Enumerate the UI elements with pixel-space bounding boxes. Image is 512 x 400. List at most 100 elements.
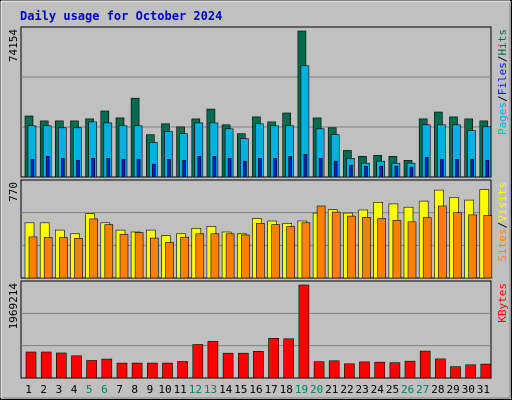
bar-pages-day-2 bbox=[45, 156, 50, 178]
bar-kbytes-day-4 bbox=[71, 355, 82, 379]
legend-visits-sites: Sites/Visits bbox=[496, 182, 509, 262]
x-tick-label-day-27: 27 bbox=[416, 383, 429, 396]
bar-kbytes-day-24 bbox=[374, 361, 386, 379]
bar-kbytes-day-25 bbox=[389, 362, 401, 379]
bar-kbytes-day-2 bbox=[40, 351, 52, 379]
x-tick-label-day-13: 13 bbox=[204, 383, 217, 396]
x-tick-label-day-20: 20 bbox=[310, 383, 323, 396]
bar-kbytes-day-6 bbox=[101, 358, 113, 379]
bar-sites-day-15 bbox=[241, 234, 250, 279]
x-tick-label-day-26: 26 bbox=[401, 383, 414, 396]
bar-sites-day-11 bbox=[180, 236, 189, 279]
bar-sites-day-3 bbox=[58, 237, 68, 279]
bar-sites-day-19 bbox=[301, 222, 311, 279]
bar-sites-day-1 bbox=[28, 236, 38, 279]
bar-sites-day-29 bbox=[453, 212, 462, 279]
x-tick-label-day-2: 2 bbox=[40, 383, 47, 396]
legend-hits-files-pages: Pages/Files/Hits bbox=[496, 29, 509, 135]
bar-kbytes-day-27 bbox=[419, 350, 431, 379]
bar-kbytes-day-9 bbox=[147, 362, 158, 379]
bar-sites-day-9 bbox=[150, 237, 159, 279]
legend-entry: KBytes bbox=[496, 283, 509, 323]
bar-kbytes-day-7 bbox=[116, 362, 128, 379]
bar-kbytes-day-30 bbox=[465, 364, 477, 379]
x-tick-label-day-12: 12 bbox=[189, 383, 202, 396]
x-tick-label-day-9: 9 bbox=[147, 383, 154, 396]
bar-kbytes-day-13 bbox=[207, 341, 219, 379]
bar-sites-day-22 bbox=[347, 215, 356, 279]
bar-kbytes-day-28 bbox=[435, 358, 446, 379]
bar-kbytes-day-14 bbox=[222, 352, 234, 379]
bar-pages-day-19 bbox=[303, 154, 308, 178]
bar-pages-day-4 bbox=[76, 160, 80, 178]
bar-kbytes-day-18 bbox=[283, 338, 295, 379]
legend-entry: / bbox=[496, 95, 509, 102]
bar-sites-day-16 bbox=[256, 223, 265, 279]
bar-sites-day-2 bbox=[43, 237, 53, 279]
x-tick-label-day-24: 24 bbox=[371, 383, 385, 396]
x-tick-label-day-4: 4 bbox=[71, 383, 78, 396]
legend-entry: Files bbox=[496, 62, 509, 95]
bar-kbytes-day-21 bbox=[328, 360, 340, 379]
x-tick-label-day-22: 22 bbox=[340, 383, 353, 396]
x-tick-label-day-8: 8 bbox=[131, 383, 138, 396]
x-tick-label-day-6: 6 bbox=[101, 383, 108, 396]
x-tick-label-day-18: 18 bbox=[280, 383, 293, 396]
bar-pages-day-9 bbox=[152, 163, 156, 178]
bar-pages-day-26 bbox=[409, 166, 414, 178]
bar-sites-day-10 bbox=[165, 242, 174, 279]
bar-sites-day-6 bbox=[104, 224, 114, 279]
bar-kbytes-day-20 bbox=[313, 361, 325, 379]
bar-kbytes-day-17 bbox=[268, 337, 279, 379]
x-tick-label-day-21: 21 bbox=[325, 383, 338, 396]
bar-kbytes-day-1 bbox=[25, 351, 37, 379]
bar-kbytes-day-11 bbox=[177, 361, 188, 379]
bar-kbytes-day-23 bbox=[359, 361, 370, 379]
bar-sites-day-21 bbox=[331, 211, 341, 279]
bar-sites-day-28 bbox=[438, 205, 447, 279]
bar-pages-day-11 bbox=[182, 160, 186, 178]
bar-pages-day-24 bbox=[379, 165, 384, 178]
bar-kbytes-day-10 bbox=[162, 362, 173, 379]
bar-sites-day-27 bbox=[422, 217, 432, 279]
x-tick-label-day-15: 15 bbox=[234, 383, 247, 396]
legend-entry: Pages bbox=[496, 102, 509, 135]
x-tick-label-day-10: 10 bbox=[158, 383, 171, 396]
bar-pages-day-17 bbox=[273, 158, 277, 178]
bar-pages-day-12 bbox=[197, 156, 202, 178]
legend-entry: Sites bbox=[496, 228, 509, 261]
bar-sites-day-23 bbox=[362, 217, 371, 279]
legend-kbytes: KBytes bbox=[496, 283, 509, 323]
x-tick-label-day-29: 29 bbox=[446, 383, 459, 396]
bar-kbytes-day-15 bbox=[238, 352, 249, 379]
bar-pages-day-6 bbox=[106, 158, 111, 178]
legend-entry: Visits bbox=[496, 182, 509, 222]
bar-pages-day-15 bbox=[243, 160, 247, 178]
bar-sites-day-17 bbox=[271, 224, 280, 279]
bar-pages-day-29 bbox=[455, 159, 459, 178]
x-tick-label-day-7: 7 bbox=[116, 383, 123, 396]
bar-sites-day-14 bbox=[225, 233, 235, 279]
bar-pages-day-13 bbox=[212, 156, 217, 178]
bar-sites-day-4 bbox=[74, 238, 83, 279]
bar-sites-day-18 bbox=[286, 226, 296, 279]
bar-sites-day-25 bbox=[392, 220, 402, 279]
x-tick-label-day-25: 25 bbox=[386, 383, 399, 396]
x-tick-label-day-1: 1 bbox=[25, 383, 32, 396]
y-max-label-hits-files-pages: 74154 bbox=[7, 29, 20, 62]
bar-sites-day-8 bbox=[134, 232, 144, 279]
y-max-label-kbytes: 1969214 bbox=[7, 283, 20, 330]
legend-entry: Hits bbox=[496, 29, 509, 56]
bar-pages-day-5 bbox=[91, 158, 95, 178]
bar-kbytes-day-26 bbox=[404, 360, 416, 379]
bar-pages-day-28 bbox=[440, 159, 444, 178]
bar-pages-day-10 bbox=[167, 159, 171, 178]
bar-pages-day-3 bbox=[60, 158, 65, 178]
x-tick-label-day-5: 5 bbox=[86, 383, 93, 396]
y-max-label-visits-sites: 770 bbox=[7, 182, 20, 202]
x-tick-label-day-3: 3 bbox=[56, 383, 63, 396]
bar-pages-day-16 bbox=[258, 158, 262, 178]
bar-pages-day-8 bbox=[136, 159, 141, 178]
bar-kbytes-day-16 bbox=[253, 350, 264, 379]
